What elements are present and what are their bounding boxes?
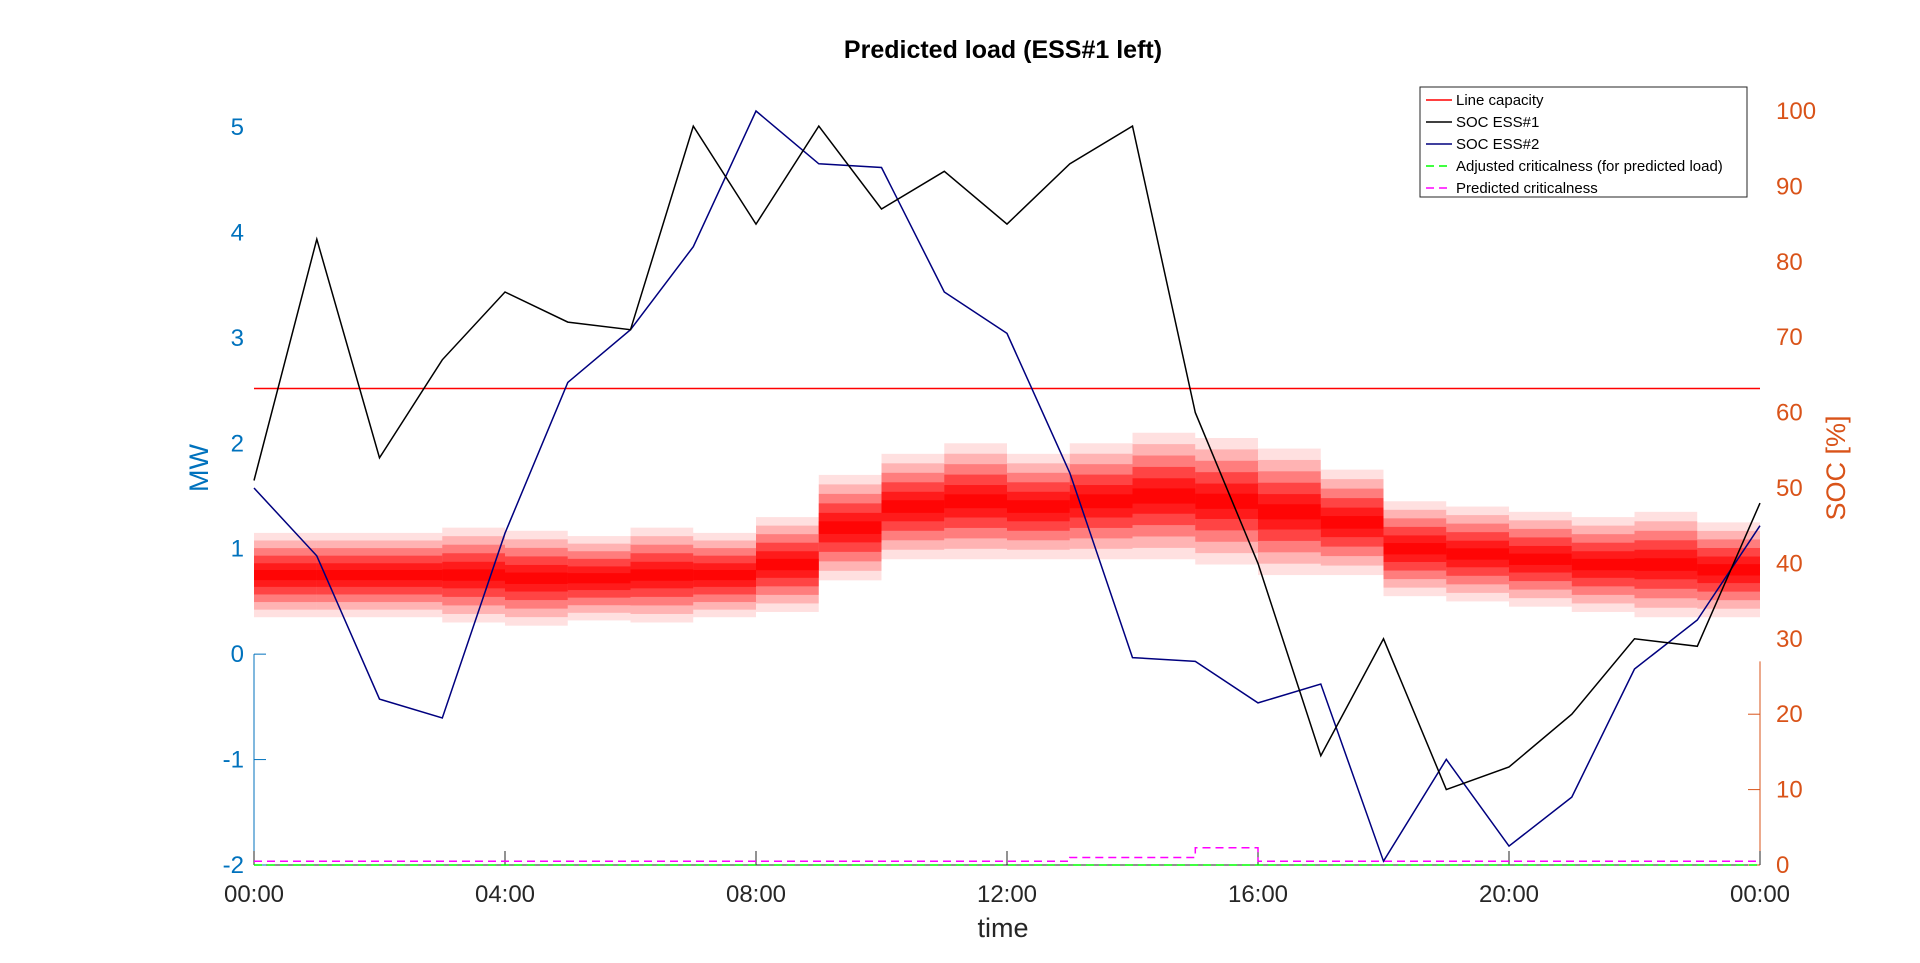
series-line-soc-ess-1	[253, 124, 1761, 791]
heatmap-cell	[567, 573, 631, 584]
heatmap-cell	[1320, 516, 1384, 529]
y-tick-right-label: 40	[1776, 550, 1803, 577]
heatmap-cell	[1383, 543, 1447, 555]
y-tick-right-label: 80	[1776, 249, 1803, 276]
y-tick-right-label: 20	[1776, 701, 1803, 728]
heatmap-cell	[693, 570, 756, 581]
series-line-predicted-criticalness	[254, 846, 1760, 862]
heatmap-cell	[379, 570, 443, 581]
heatmap-cell	[1571, 558, 1635, 571]
chart-title: Predicted load (ESS#1 left)	[844, 36, 1162, 64]
y-tick-left-label: -2	[223, 852, 244, 879]
y-tick-left-label: 2	[231, 430, 244, 457]
heatmap-cell	[630, 569, 694, 581]
legend-entry-label: Line capacity	[1456, 92, 1544, 109]
heatmap-cell	[1697, 564, 1760, 576]
x-tick-label: 04:00	[475, 881, 535, 908]
x-axis-label: time	[977, 913, 1028, 943]
y-tick-right-label: 100	[1776, 98, 1816, 125]
x-tick-label: 20:00	[1479, 881, 1539, 908]
x-tick-label: 16:00	[1228, 881, 1288, 908]
heatmap-cell	[442, 569, 505, 581]
heatmap-cell	[818, 521, 882, 534]
legend-entry-label: SOC ESS#2	[1456, 136, 1539, 153]
legend-entry-label: Adjusted criticalness (for predicted loa…	[1456, 158, 1723, 175]
heatmap-cell	[1258, 504, 1321, 520]
y-tick-right-label: 60	[1776, 400, 1803, 427]
heatmap-cell	[881, 500, 945, 513]
y-tick-right-label: 90	[1776, 173, 1803, 200]
heatmap-cell	[1446, 548, 1509, 560]
legend: Line capacity SOC ESS#1 SOC ESS#2 Adjusted …	[1419, 86, 1748, 198]
legend-entry-label: Predicted criticalness	[1456, 180, 1598, 197]
series-layer	[253, 109, 1761, 866]
y-tick-left-label: -1	[223, 747, 244, 774]
y-tick-right-label: 0	[1776, 852, 1789, 879]
y-tick-left-label: 5	[231, 114, 244, 141]
heatmap-cell	[944, 494, 1007, 509]
y-tick-right-label: 30	[1776, 626, 1803, 653]
legend-entry-label: SOC ESS#1	[1456, 114, 1539, 131]
y-tick-right-label: 70	[1776, 324, 1803, 351]
heatmap-cell	[1132, 488, 1196, 504]
heatmap-layer	[254, 432, 1760, 626]
heatmap-cell	[254, 570, 317, 581]
heatmap-cell	[1509, 553, 1572, 565]
heatmap-cell	[1195, 493, 1258, 509]
heatmap-cell	[1634, 558, 1698, 571]
y-tick-right-label: 50	[1776, 475, 1803, 502]
y-tick-left-label: 3	[231, 325, 244, 352]
heatmap-cell	[505, 572, 568, 584]
y-tick-left-label: 0	[231, 641, 244, 668]
heatmap-cell	[316, 570, 380, 581]
y-tick-left-label: 4	[231, 219, 244, 246]
legend-box	[1419, 86, 1748, 198]
heatmap-cell	[1007, 500, 1070, 513]
y-axis-left-label: MW	[184, 444, 214, 492]
heatmap-cell	[1069, 494, 1133, 509]
y-tick-right-label: 10	[1776, 777, 1803, 804]
x-tick-label: 12:00	[977, 881, 1037, 908]
y-tick-left-label: 1	[231, 536, 244, 563]
x-tick-label: 08:00	[726, 881, 786, 908]
x-tick-label: 00:00	[224, 881, 284, 908]
y-axis-right-label: SOC [%]	[1821, 415, 1851, 520]
series-line-soc-ess-2	[253, 109, 1761, 863]
x-tick-label: 00:00	[1730, 881, 1790, 908]
heatmap-cell	[756, 558, 819, 571]
